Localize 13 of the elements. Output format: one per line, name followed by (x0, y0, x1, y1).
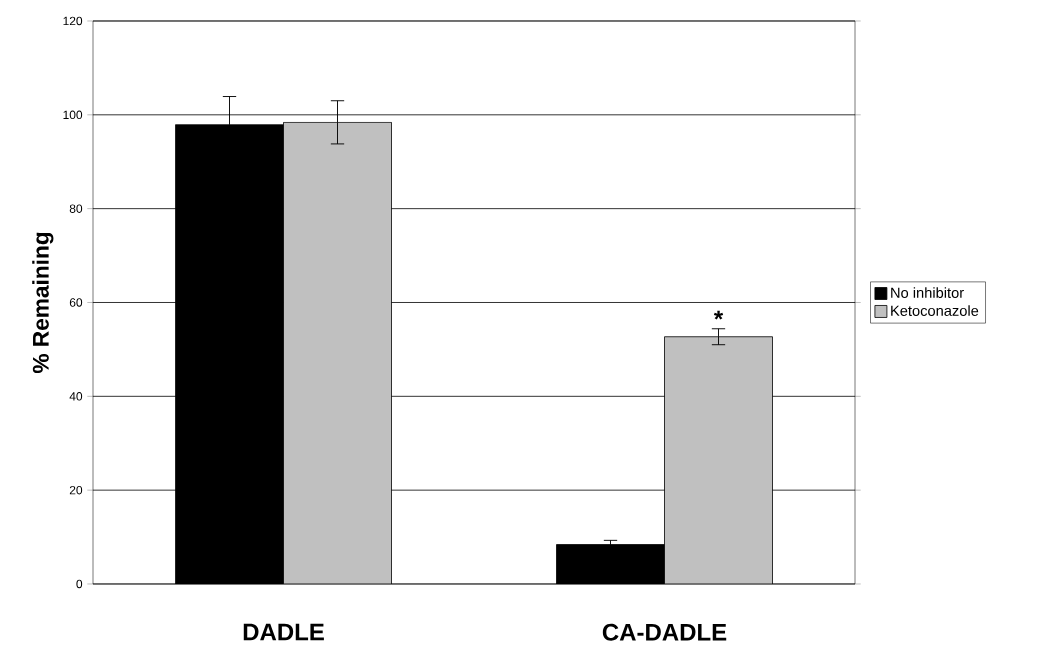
y-tick-label: 60 (69, 298, 83, 307)
legend-label: No inhibitor (891, 287, 964, 298)
y-tick-label: 120 (63, 16, 83, 26)
y-axis-title: % Remaining (32, 232, 54, 374)
y-tick-label: 100 (63, 110, 83, 120)
x-tick-label: CA-DADLE (602, 623, 727, 641)
annotation: * (713, 310, 724, 320)
x-tick-label: DADLE (243, 623, 324, 641)
y-tick-label: 80 (69, 204, 83, 213)
y-tick-label: 0 (76, 579, 83, 589)
y-tick-label: 40 (69, 392, 83, 401)
y-tick-label: 20 (69, 485, 83, 495)
legend-label: Ketoconazole (891, 305, 979, 316)
